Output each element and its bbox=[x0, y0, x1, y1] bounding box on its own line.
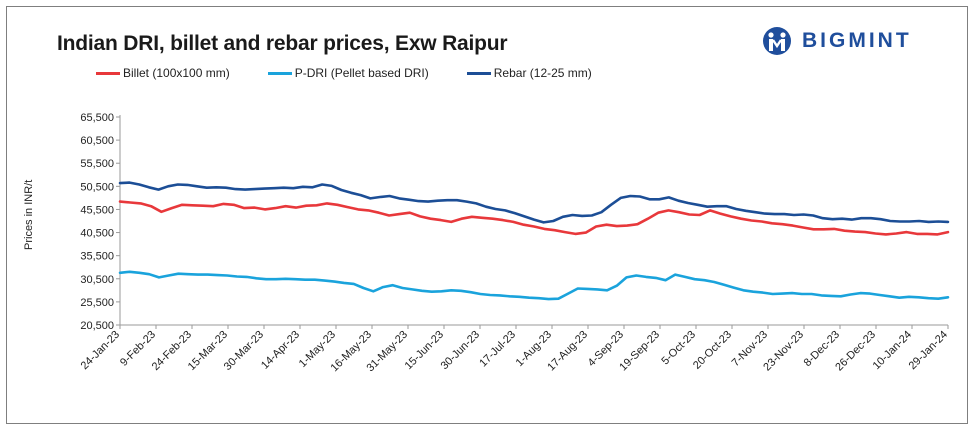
series-line-billet bbox=[118, 200, 950, 236]
x-tick-label: 17-Jul-23 bbox=[477, 329, 518, 370]
brand-logo: BIGMINT bbox=[760, 26, 912, 56]
legend-label-billet: Billet (100x100 mm) bbox=[123, 66, 230, 80]
y-tick-label: 25,500 bbox=[80, 297, 114, 309]
series-line-rebar bbox=[118, 181, 950, 224]
legend-label-pdri: P-DRI (Pellet based DRI) bbox=[294, 66, 429, 80]
series-line-pdri bbox=[118, 270, 950, 301]
y-tick-label: 30,500 bbox=[80, 274, 114, 286]
y-tick-label: 40,500 bbox=[80, 228, 114, 240]
legend-swatch-billet bbox=[96, 71, 120, 75]
y-tick-label: 55,500 bbox=[80, 158, 114, 170]
x-tick-label: 29-Jan-24 bbox=[907, 329, 951, 373]
x-tick-label: 14-Apr-23 bbox=[259, 329, 302, 372]
brand-name: BIGMINT bbox=[802, 29, 912, 52]
y-tick-label: 60,500 bbox=[80, 135, 114, 147]
legend-swatch-rebar bbox=[466, 71, 491, 75]
y-tick-label: 45,500 bbox=[80, 204, 114, 216]
bigmint-logo-icon bbox=[763, 27, 791, 55]
y-tick-label: 50,500 bbox=[80, 181, 114, 193]
legend-item-pdri: P-DRI (Pellet based DRI) bbox=[267, 66, 429, 80]
x-tick-label: 20-Oct-23 bbox=[691, 329, 734, 372]
y-tick-label: 65,500 bbox=[80, 112, 114, 124]
chart-legend: Billet (100x100 mm) P-DRI (Pellet based … bbox=[96, 66, 630, 80]
legend-item-rebar: Rebar (12-25 mm) bbox=[466, 66, 592, 80]
legend-swatch-pdri bbox=[267, 71, 292, 75]
y-tick-label: 20,500 bbox=[80, 320, 114, 332]
x-tick-label: 30-Mar-23 bbox=[222, 329, 266, 373]
y-tick-label: 35,500 bbox=[80, 251, 114, 263]
x-tick-label: 30-Jun-23 bbox=[439, 329, 483, 373]
chart-title: Indian DRI, billet and rebar prices, Exw… bbox=[57, 32, 508, 55]
legend-label-rebar: Rebar (12-25 mm) bbox=[493, 66, 592, 80]
x-tick-label: 24-Jan-23 bbox=[79, 329, 123, 373]
legend-item-billet: Billet (100x100 mm) bbox=[96, 66, 230, 80]
